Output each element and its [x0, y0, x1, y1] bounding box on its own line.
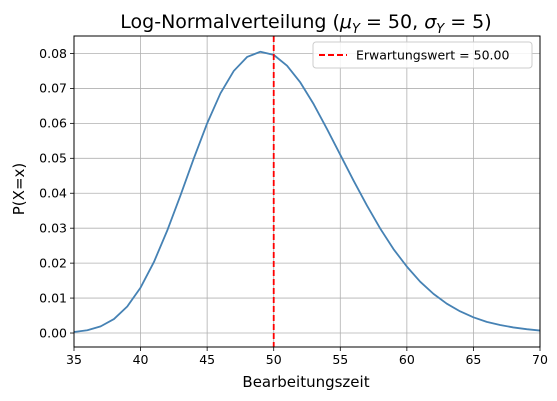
- y-tick-label: 0.05: [39, 151, 67, 166]
- x-tick-label: 35: [66, 352, 82, 367]
- title-mu-sub: Y: [352, 22, 361, 37]
- x-tick-label: 55: [332, 352, 348, 367]
- title-sigma: σ: [424, 11, 437, 33]
- x-tick-label: 50: [266, 352, 282, 367]
- y-tick-label: 0.04: [39, 186, 67, 201]
- curve-layer: [73, 36, 541, 347]
- title-mu-eq: = 50,: [360, 11, 424, 33]
- y-tick-label: 0.03: [39, 220, 67, 235]
- legend-label-expected: Erwartungswert = 50.00: [356, 48, 509, 63]
- y-tick-label: 0.08: [39, 46, 67, 61]
- axes: 35 40 45 50 55 60 65 70 0.00 0.01 0.02 0.03 0.04 0.05…: [39, 35, 548, 367]
- y-tick-label: 0.07: [39, 81, 67, 96]
- plot-frame: [73, 35, 541, 348]
- title-prefix: Log-Normalverteilung (: [120, 11, 340, 33]
- x-axis-label: Bearbeitungszeit: [242, 373, 369, 391]
- x-tick-label: 40: [133, 352, 149, 367]
- title-sigma-sub: Y: [436, 22, 445, 37]
- title-sigma-eq: = 5): [444, 11, 492, 33]
- y-axis-label: P(X=x): [10, 163, 28, 215]
- x-tick-label: 70: [532, 352, 548, 367]
- legend-box: [312, 41, 533, 69]
- x-tick-label: 65: [465, 352, 481, 367]
- title-mu: μ: [339, 11, 352, 33]
- legend: Erwartungswert = 50.00: [312, 41, 533, 69]
- x-tick-label: 60: [399, 352, 415, 367]
- x-tick-label: 45: [199, 352, 215, 367]
- y-tick-label: 0.00: [39, 325, 67, 340]
- y-tick-label: 0.02: [39, 255, 67, 270]
- y-tick-label: 0.01: [39, 290, 67, 305]
- density-curve: [73, 50, 541, 333]
- chart-title: Log-Normalverteilung (μY = 50, σY = 5): [120, 11, 491, 37]
- y-tick-label: 0.06: [39, 116, 67, 131]
